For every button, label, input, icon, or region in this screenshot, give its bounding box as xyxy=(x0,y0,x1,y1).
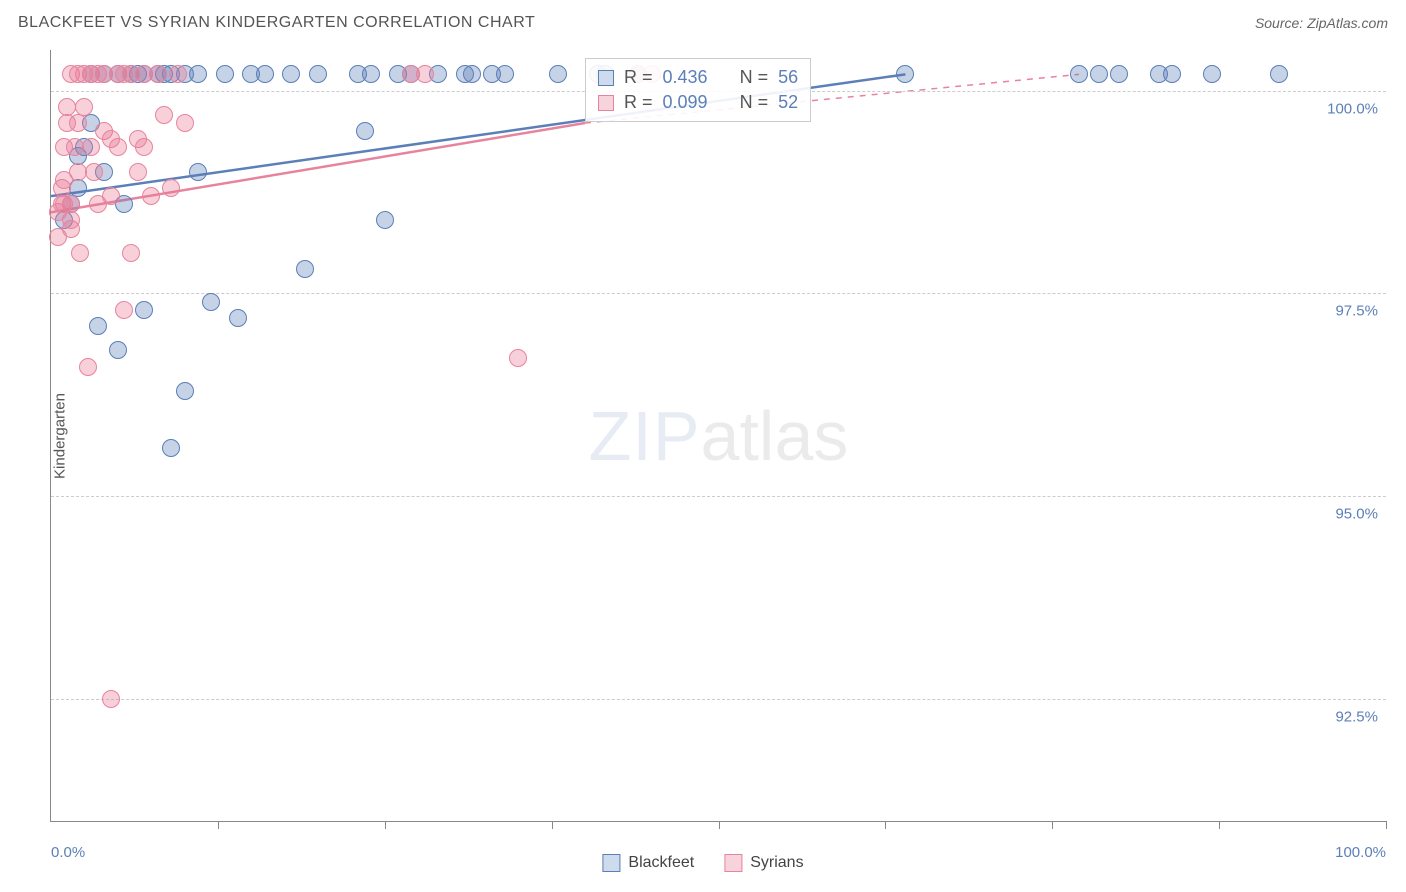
scatter-point xyxy=(135,138,153,156)
x-axis-min-label: 0.0% xyxy=(51,844,85,861)
x-tick xyxy=(719,821,720,829)
scatter-point xyxy=(176,114,194,132)
legend-label: Blackfeet xyxy=(628,854,694,872)
x-tick xyxy=(1052,821,1053,829)
legend-label: Syrians xyxy=(750,854,803,872)
scatter-point xyxy=(122,244,140,262)
y-tick-label: 97.5% xyxy=(1335,303,1378,320)
legend-swatch xyxy=(602,854,620,872)
scatter-point xyxy=(1070,65,1088,83)
series-swatch xyxy=(598,70,614,86)
gridline xyxy=(51,293,1386,294)
scatter-point xyxy=(135,301,153,319)
scatter-point xyxy=(162,439,180,457)
scatter-point xyxy=(416,65,434,83)
scatter-point xyxy=(509,349,527,367)
scatter-point xyxy=(1203,65,1221,83)
stat-n-label: N = xyxy=(740,92,769,113)
chart-title: BLACKFEET VS SYRIAN KINDERGARTEN CORRELA… xyxy=(18,14,535,32)
x-tick xyxy=(218,821,219,829)
scatter-point xyxy=(1090,65,1108,83)
scatter-point xyxy=(129,163,147,181)
scatter-point xyxy=(102,690,120,708)
legend-swatch xyxy=(724,854,742,872)
y-axis-title: Kindergarten xyxy=(51,393,68,479)
scatter-point xyxy=(202,293,220,311)
scatter-point xyxy=(82,138,100,156)
y-tick-label: 100.0% xyxy=(1327,100,1378,117)
y-tick-label: 92.5% xyxy=(1335,709,1378,726)
scatter-point xyxy=(142,187,160,205)
scatter-point xyxy=(189,65,207,83)
legend-item: Syrians xyxy=(724,854,803,872)
scatter-point xyxy=(1163,65,1181,83)
watermark: ZIPatlas xyxy=(589,396,849,476)
scatter-point xyxy=(189,163,207,181)
x-tick xyxy=(385,821,386,829)
scatter-point xyxy=(89,317,107,335)
scatter-point xyxy=(115,301,133,319)
x-axis-max-label: 100.0% xyxy=(1335,844,1386,861)
scatter-point xyxy=(282,65,300,83)
scatter-point xyxy=(155,106,173,124)
stats-box: R = 0.436 N = 56 R = 0.099 N = 52 xyxy=(585,58,811,122)
stat-n-label: N = xyxy=(740,67,769,88)
series-swatch xyxy=(598,95,614,111)
stat-n-value: 56 xyxy=(778,67,798,88)
scatter-point xyxy=(463,65,481,83)
watermark-part2: atlas xyxy=(701,397,849,475)
x-tick xyxy=(885,821,886,829)
plot-area: Kindergarten ZIPatlas 0.0% 100.0% 100.0%… xyxy=(50,50,1386,822)
scatter-point xyxy=(149,65,167,83)
watermark-part1: ZIP xyxy=(589,397,701,475)
legend: Blackfeet Syrians xyxy=(602,854,803,872)
scatter-point xyxy=(362,65,380,83)
scatter-point xyxy=(256,65,274,83)
scatter-point xyxy=(896,65,914,83)
scatter-point xyxy=(216,65,234,83)
gridline xyxy=(51,496,1386,497)
stats-row: R = 0.436 N = 56 xyxy=(598,65,798,90)
stat-n-value: 52 xyxy=(778,92,798,113)
scatter-point xyxy=(85,163,103,181)
scatter-point xyxy=(62,211,80,229)
x-tick xyxy=(1219,821,1220,829)
gridline xyxy=(51,699,1386,700)
stat-r-label: R = xyxy=(624,67,653,88)
scatter-point xyxy=(75,98,93,116)
scatter-point xyxy=(71,244,89,262)
scatter-point xyxy=(1110,65,1128,83)
scatter-point xyxy=(109,138,127,156)
y-tick-label: 95.0% xyxy=(1335,506,1378,523)
scatter-point xyxy=(376,211,394,229)
scatter-point xyxy=(69,114,87,132)
scatter-point xyxy=(169,65,187,83)
scatter-point xyxy=(58,98,76,116)
scatter-point xyxy=(229,309,247,327)
scatter-point xyxy=(162,179,180,197)
x-tick xyxy=(552,821,553,829)
scatter-point xyxy=(309,65,327,83)
stat-r-value: 0.099 xyxy=(663,92,708,113)
legend-item: Blackfeet xyxy=(602,854,694,872)
scatter-point xyxy=(79,358,97,376)
scatter-point xyxy=(176,382,194,400)
scatter-point xyxy=(62,195,80,213)
scatter-point xyxy=(109,341,127,359)
scatter-point xyxy=(296,260,314,278)
x-tick xyxy=(1386,821,1387,829)
scatter-point xyxy=(1270,65,1288,83)
stat-r-value: 0.436 xyxy=(663,67,708,88)
source-label: Source: ZipAtlas.com xyxy=(1255,15,1388,31)
scatter-point xyxy=(102,187,120,205)
stats-row: R = 0.099 N = 52 xyxy=(598,90,798,115)
scatter-point xyxy=(549,65,567,83)
scatter-point xyxy=(356,122,374,140)
stat-r-label: R = xyxy=(624,92,653,113)
scatter-point xyxy=(496,65,514,83)
trend-lines xyxy=(51,50,1386,821)
